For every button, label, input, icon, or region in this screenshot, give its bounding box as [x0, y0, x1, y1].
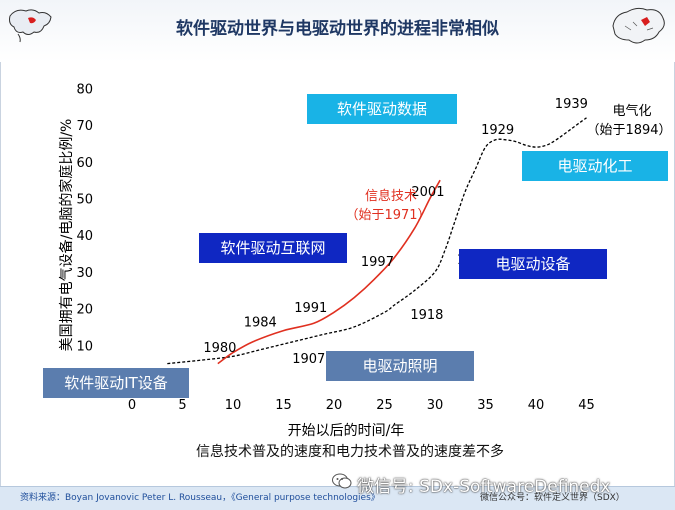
- x-axis-label: 开始以后的时间/年: [288, 423, 405, 439]
- y-tick-label: 70: [76, 119, 93, 134]
- x-tick-label: 25: [376, 398, 393, 413]
- year-label: 1907: [292, 352, 325, 367]
- electric-device-label: 电驱动设备: [459, 249, 607, 279]
- it-series-label: 信息技术: [365, 188, 417, 204]
- year-label: 1997: [361, 255, 394, 270]
- y-tick-label: 20: [76, 303, 93, 318]
- china-map-icon: [612, 7, 665, 44]
- footer-bar: [0, 486, 675, 510]
- software-data-label: 软件驱动数据: [307, 94, 457, 124]
- year-label: 1991: [294, 301, 327, 316]
- it-start-label: （始于1971）: [345, 208, 430, 223]
- chart-caption: 信息技术普及的速度和电力技术普及的速度差不多: [196, 444, 504, 460]
- page-title: 软件驱动世界与电驱动世界的进程非常相似: [176, 19, 499, 39]
- y-axis-label: 美国拥有电气设备/电脑的家庭比例/%: [58, 119, 75, 352]
- year-label: 1984: [244, 315, 277, 330]
- x-tick-label: 20: [326, 398, 343, 413]
- y-tick-label: 10: [76, 339, 93, 354]
- year-label: 1980: [203, 341, 236, 356]
- y-tick-label: 50: [76, 193, 93, 208]
- x-tick-label: 5: [178, 398, 186, 413]
- year-label: 1918: [410, 308, 443, 323]
- software-it-label: 软件驱动IT设备: [43, 368, 189, 398]
- x-tick-label: 0: [128, 398, 136, 413]
- y-tick-label: 60: [76, 156, 93, 171]
- year-label: 1929: [481, 123, 514, 138]
- chart-axes: 10 20 30 40 50 60 70 80 0 5 10 15 20 25 30 35 40 45: [76, 82, 594, 413]
- year-label: 2001: [411, 185, 444, 200]
- source-citation: 资料来源：Boyan Jovanovic Peter L. Rousseau，《…: [20, 493, 380, 503]
- electrification-start-label: （始于1894）: [586, 123, 671, 138]
- watermark-text: 微信号: SDx-SoftwareDefinedx: [357, 477, 611, 497]
- world-map-icon: [9, 9, 52, 43]
- x-tick-label: 30: [427, 398, 444, 413]
- electrification-series-label: 电气化: [612, 103, 651, 119]
- electric-chem-label: 电驱动化工: [522, 151, 668, 181]
- y-tick-label: 80: [76, 82, 93, 97]
- electric-light-label: 电驱动照明: [326, 351, 474, 381]
- x-tick-label: 40: [528, 398, 545, 413]
- y-tick-label: 40: [76, 229, 93, 244]
- wechat-icon: [332, 473, 352, 489]
- chart-series: [167, 117, 587, 365]
- x-tick-label: 10: [225, 398, 242, 413]
- x-tick-label: 45: [578, 398, 595, 413]
- y-tick-label: 30: [76, 266, 93, 281]
- it-adoption-line: [217, 179, 441, 365]
- header-band: [0, 0, 675, 62]
- software-internet-label: 软件驱动互联网: [199, 233, 347, 263]
- wechat-account: 微信公众号：软件定义世界（SDX）: [480, 493, 625, 503]
- year-label: 1939: [555, 97, 588, 112]
- x-tick-label: 35: [477, 398, 494, 413]
- x-tick-label: 15: [275, 398, 292, 413]
